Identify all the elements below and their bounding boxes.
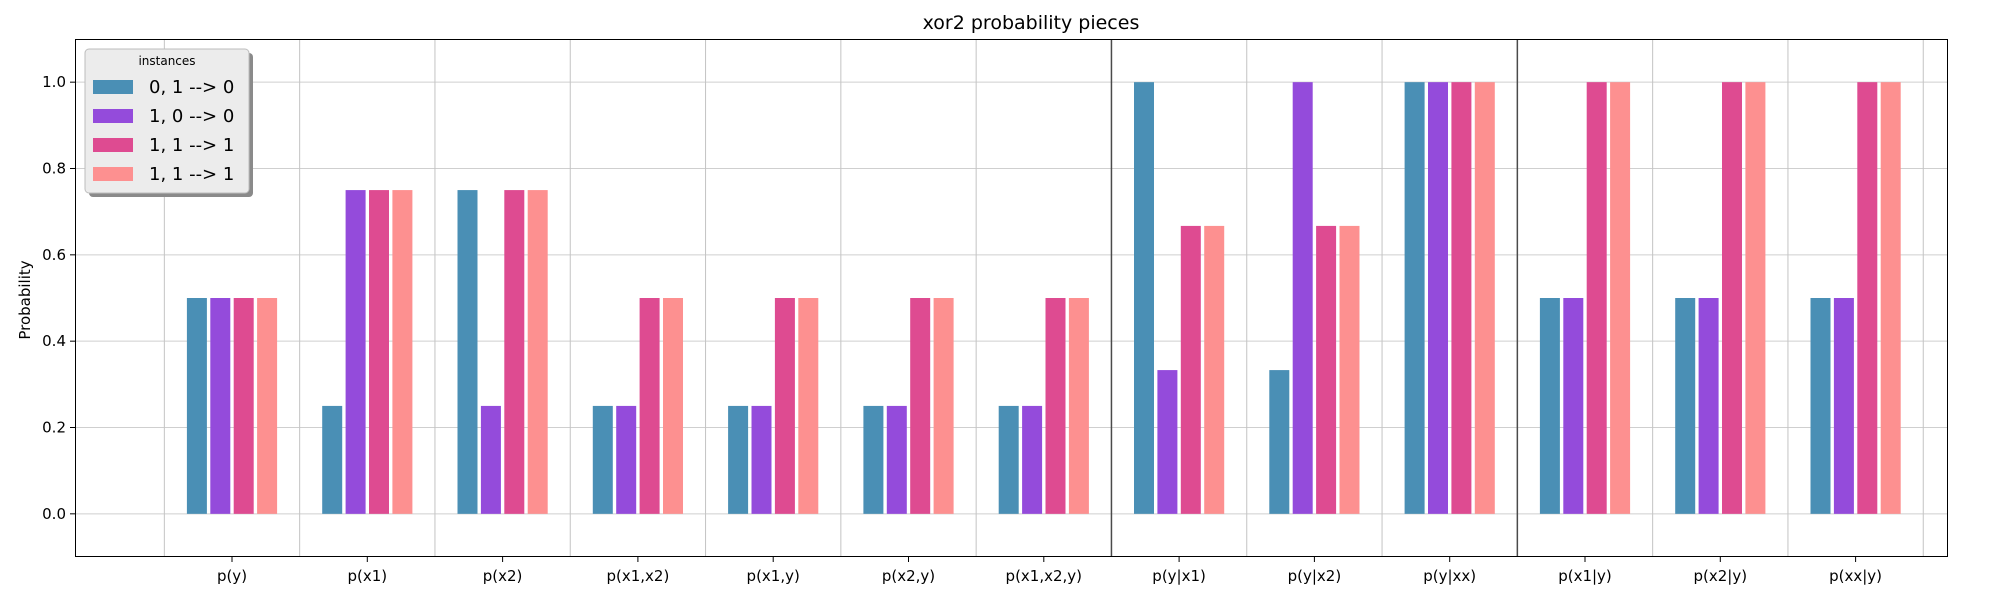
x-tick-label: p(xx|y) [1829,567,1882,585]
bar [616,405,637,514]
x-ticks: p(y) p(x1) p(x2) p(x1,x2) p(x1,y) p(x2,y) p(x1… [217,557,1882,585]
legend-swatch [93,109,133,123]
x-tick-label: p(y|x2) [1288,567,1342,585]
bar [1833,298,1854,514]
legend-swatch [93,138,133,152]
bar [933,298,954,514]
legend-swatch [93,167,133,181]
bar [1269,370,1290,514]
bar [345,190,366,514]
bar [998,405,1019,514]
bar [1068,298,1089,514]
legend-swatch [93,80,133,94]
x-tick-label: p(x2,y) [882,567,935,585]
bar [1474,82,1495,514]
legend-label: 0, 1 --> 0 [149,77,234,98]
y-tick-label: 0.0 [42,505,66,523]
bars-layer [186,82,1901,514]
bar [1563,298,1584,514]
y-tick-label: 0.6 [42,246,66,264]
legend-label: 1, 0 --> 0 [149,106,234,127]
y-tick-label: 0.4 [42,332,66,350]
y-tick-label: 0.2 [42,419,66,437]
legend: instances 0, 1 --> 0 1, 0 --> 0 1, 1 --> 1… [84,48,253,197]
bar [1022,405,1043,514]
bar [1292,82,1313,514]
x-tick-label: p(x1,x2) [606,567,669,585]
y-ticks: 0.0 0.2 0.4 0.6 0.8 1.0 [42,73,75,523]
x-tick-label: p(x1) [347,567,387,585]
bar [1316,225,1337,514]
bar [257,298,278,514]
bar [1180,225,1201,514]
legend-label: 1, 1 --> 1 [149,164,234,185]
x-tick-label: p(y|x1) [1152,567,1206,585]
bar [1539,298,1560,514]
bar [1857,82,1878,514]
bar [1204,225,1225,514]
plot-frame [75,39,1948,557]
y-tick-label: 1.0 [42,73,66,91]
x-tick-label: p(x1,x2,y) [1006,567,1082,585]
chart-title: xor2 probability pieces [923,12,1140,34]
bar [1134,82,1154,514]
x-tick-label: p(y) [217,567,247,585]
bar [1610,82,1631,514]
bar [1339,225,1360,514]
bar [504,190,525,514]
bar [1428,82,1448,514]
y-axis-label: Probability [16,260,34,339]
bar [1451,82,1472,514]
bar [592,405,613,514]
x-tick-label: p(x2) [483,567,523,585]
x-tick-label: p(y|xx) [1423,567,1476,585]
bar [369,190,389,514]
x-tick-label: p(x2|y) [1694,567,1748,585]
bar [457,190,478,514]
bar [1698,298,1719,514]
bar [639,298,660,514]
x-tick-label: p(x1,y) [747,567,800,585]
bar [1157,370,1178,514]
bar [210,298,231,514]
legend-title: instances [138,54,195,68]
legend-label: 1, 1 --> 1 [149,135,234,156]
bar [1404,82,1425,514]
bar [233,298,254,514]
bar [1880,82,1901,514]
y-tick-label: 0.8 [42,160,66,178]
bar [1722,82,1742,514]
bar [863,405,884,514]
bar [1810,298,1831,514]
bar [392,190,413,514]
bar [480,405,501,514]
bar [186,298,207,514]
bar [910,298,931,514]
bar [886,405,907,514]
bar [1675,298,1696,514]
bar [774,298,795,514]
bar [322,405,343,514]
bar [1745,82,1766,514]
bar [1045,298,1066,514]
bar [663,298,683,514]
bar [798,298,819,514]
bar [751,405,772,514]
bar [728,405,749,514]
bar [527,190,548,514]
x-tick-label: p(x1|y) [1558,567,1612,585]
bar [1586,82,1607,514]
legend-entries: 0, 1 --> 0 1, 0 --> 0 1, 1 --> 1 1, 1 --> 1 [93,77,234,185]
